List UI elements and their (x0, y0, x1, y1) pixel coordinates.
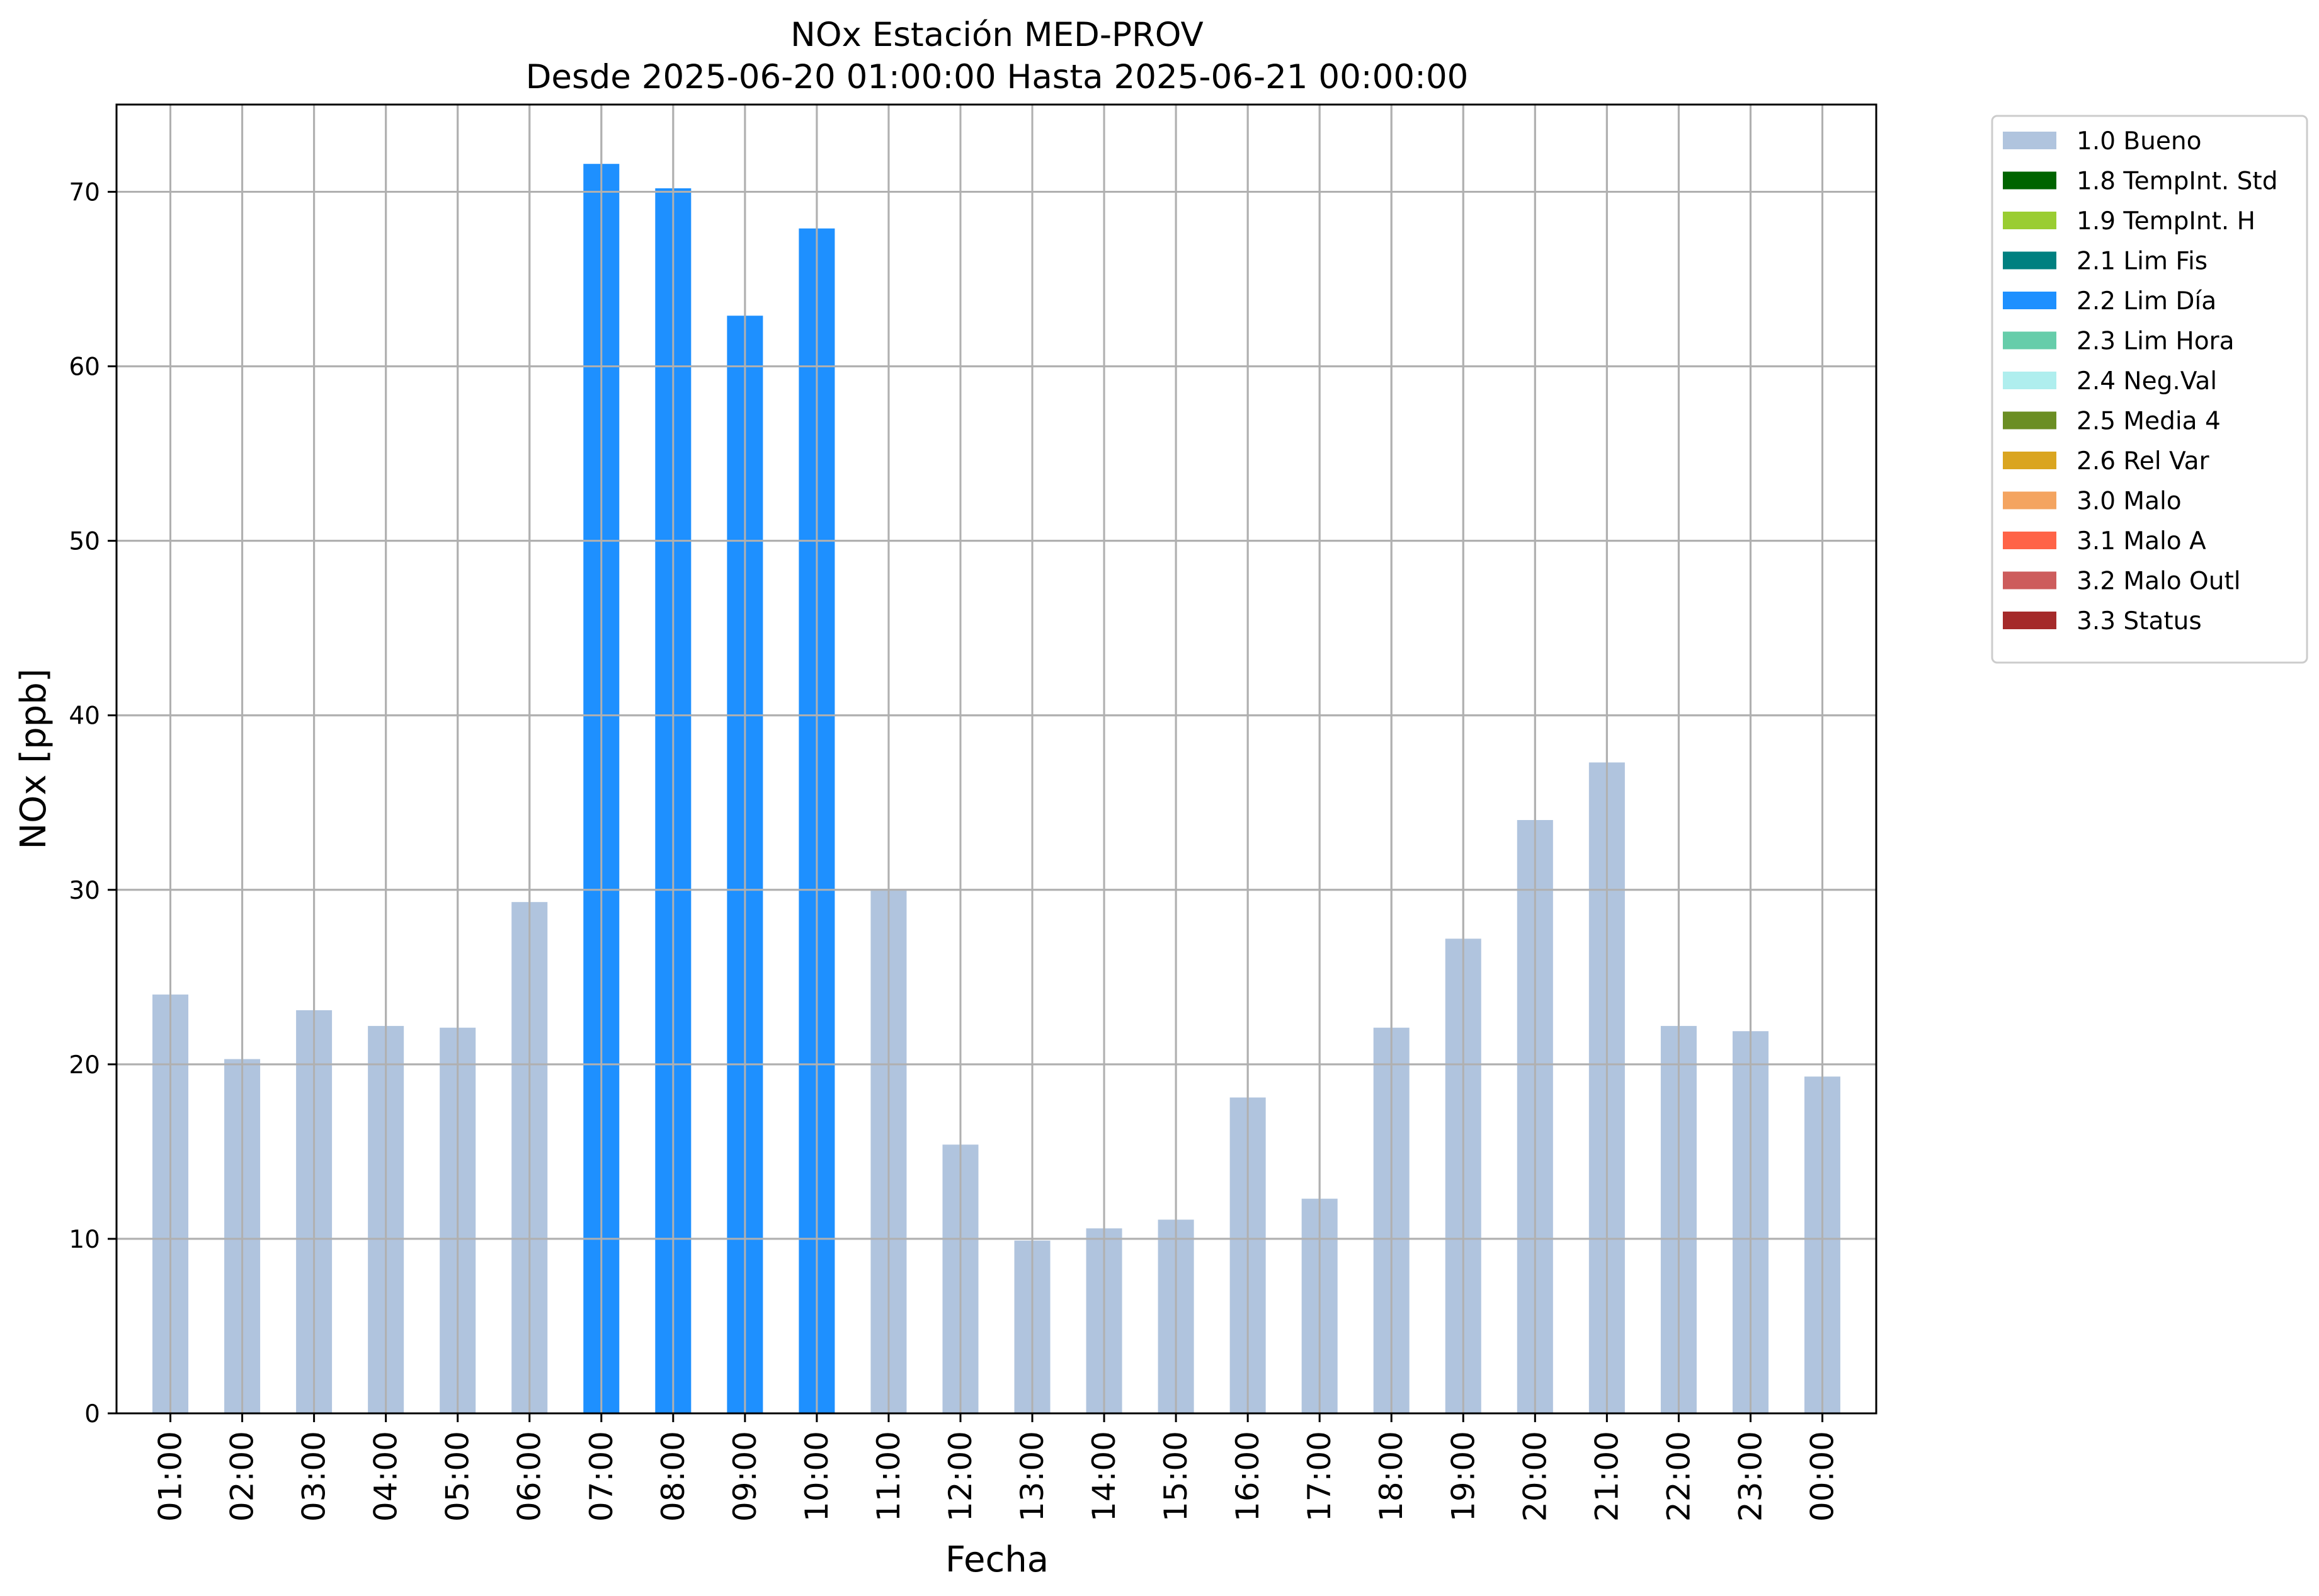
x-tick-label: 07:00 (583, 1431, 620, 1522)
y-tick-label: 10 (69, 1226, 100, 1254)
legend-label: 2.1 Lim Fis (2077, 248, 2208, 276)
y-tick-label: 70 (69, 179, 100, 207)
legend-label: 1.8 TempInt. Std (2077, 168, 2277, 196)
y-axis-label: NOx [ppb] (13, 668, 54, 849)
x-tick-label: 09:00 (727, 1431, 763, 1522)
y-tick-label: 50 (69, 528, 100, 556)
x-tick-label: 20:00 (1517, 1431, 1553, 1522)
legend-swatch (2003, 212, 2056, 229)
y-tick-label: 20 (69, 1051, 100, 1080)
x-tick-label: 16:00 (1229, 1431, 1266, 1522)
x-tick-label: 14:00 (1086, 1431, 1122, 1522)
legend-frame (1991, 115, 2308, 664)
y-axis: 0 10 20 30 40 50 60 70 (69, 179, 117, 1428)
x-axis-label: Fecha (945, 1539, 1049, 1580)
legend-label: 3.1 Malo A (2077, 527, 2206, 556)
legend-swatch (2003, 411, 2056, 430)
x-tick-label: 15:00 (1158, 1431, 1194, 1522)
legend-swatch (2003, 491, 2056, 510)
x-tick-label: 23:00 (1732, 1431, 1769, 1522)
legend-label: 3.3 Status (2077, 607, 2202, 636)
x-tick-label: 22:00 (1660, 1431, 1697, 1522)
x-tick-label: 02:00 (224, 1431, 261, 1522)
legend-swatch (2003, 612, 2056, 629)
legend-label: 3.0 Malo (2077, 487, 2182, 516)
x-tick-label: 04:00 (368, 1431, 404, 1522)
legend-label: 1.0 Bueno (2077, 127, 2201, 156)
x-tick-label: 08:00 (655, 1431, 692, 1522)
x-tick-label: 03:00 (296, 1431, 333, 1522)
x-tick-label: 18:00 (1373, 1431, 1410, 1522)
legend-label: 2.4 Neg.Val (2077, 367, 2217, 396)
y-tick-label: 0 (84, 1400, 100, 1428)
legend-label: 2.6 Rel Var (2077, 447, 2210, 476)
chart-subtitle: Desde 2025-06-20 01:00:00 Hasta 2025-06-… (526, 58, 1469, 96)
legend-label: 2.5 Media 4 (2077, 408, 2221, 436)
legend-swatch (2003, 132, 2056, 149)
x-axis: 01:00 02:00 03:00 04:00 05:00 06:00 07:00 08:00… (152, 1413, 1840, 1522)
legend-swatch (2003, 171, 2056, 190)
x-tick-label: 12:00 (942, 1431, 979, 1522)
legend-label: 3.2 Malo Outl (2077, 567, 2241, 596)
legend-swatch (2003, 571, 2056, 590)
x-tick-label: 11:00 (870, 1431, 907, 1522)
y-tick-label: 40 (69, 702, 100, 731)
legend-swatch (2003, 292, 2056, 309)
x-tick-label: 13:00 (1014, 1431, 1051, 1522)
x-tick-label: 01:00 (152, 1431, 189, 1522)
legend-swatch (2003, 532, 2056, 549)
x-tick-label: 05:00 (440, 1431, 476, 1522)
x-tick-label: 21:00 (1588, 1431, 1625, 1522)
x-tick-label: 17:00 (1301, 1431, 1338, 1522)
y-tick-label: 60 (69, 353, 100, 382)
x-tick-label: 10:00 (799, 1431, 835, 1522)
legend: 1.0 Bueno 1.8 TempInt. Std 1.9 TempInt. H 2… (1991, 115, 2308, 664)
legend-label: 1.9 TempInt. H (2077, 207, 2255, 236)
legend-swatch (2003, 372, 2056, 389)
x-tick-label: 06:00 (511, 1431, 548, 1522)
chart-title: NOx Estación MED-PROV (790, 16, 1204, 54)
legend-label: 2.3 Lim Hora (2077, 328, 2235, 356)
x-tick-label: 00:00 (1804, 1431, 1840, 1522)
legend-swatch (2003, 331, 2056, 350)
x-tick-label: 19:00 (1445, 1431, 1481, 1522)
legend-swatch (2003, 452, 2056, 469)
legend-swatch (2003, 251, 2056, 270)
legend-label: 2.2 Lim Día (2077, 287, 2216, 316)
plot-frame (115, 103, 1877, 1415)
y-tick-label: 30 (69, 877, 100, 905)
